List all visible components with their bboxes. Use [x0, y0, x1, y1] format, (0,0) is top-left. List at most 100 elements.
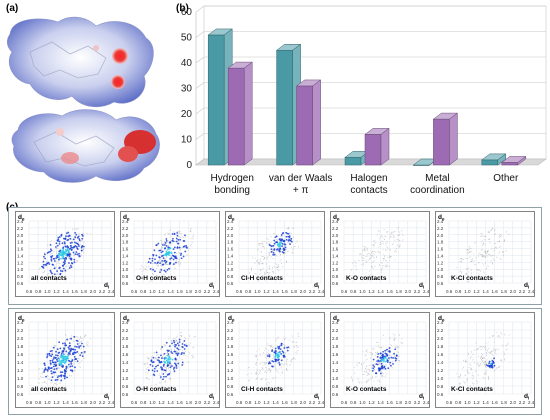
- fp-y-tick: 2.0: [17, 336, 24, 341]
- fp-y-tick: 1.0: [17, 376, 24, 381]
- fp-y-tick: 0.6: [122, 392, 129, 397]
- fp-y-tick: 0.8: [332, 384, 339, 389]
- bar-front: [296, 85, 313, 166]
- fingerprint-plot: 2.42.22.01.81.61.41.21.00.80.60.6 0.8 1.0 1…: [330, 312, 430, 408]
- fp-y-tick: 1.2: [332, 260, 339, 265]
- surface-top: [6, 16, 154, 108]
- fp-y-tick: 1.2: [122, 260, 129, 265]
- fp-contact-label: Cl-H contacts: [241, 386, 283, 393]
- fp-contact-label: Cl-H contacts: [241, 275, 283, 282]
- fp-y-tick: 1.2: [437, 260, 444, 265]
- fp-x-tick: 2.2: [99, 400, 106, 405]
- fp-y-tick: 1.8: [122, 344, 129, 349]
- fp-x-tick: 1.0: [44, 289, 51, 294]
- fp-y-tick: 0.8: [437, 274, 444, 279]
- fp-contact-label: all contacts: [31, 386, 67, 393]
- fp-y-tick: 2.4: [227, 320, 234, 325]
- fp-x-tick: 1.6: [387, 400, 394, 405]
- fp-y-tick: 2.2: [332, 328, 339, 333]
- fingerprint-frame: [330, 312, 430, 408]
- fp-x-tick: 1.6: [492, 289, 499, 294]
- fp-y-tick: 2.0: [227, 233, 234, 238]
- bar-front: [227, 67, 245, 166]
- fp-x-tick: 2.4: [423, 289, 430, 294]
- fp-x-tick: 1.0: [149, 400, 156, 405]
- fp-contact-label: K-Cl contacts: [451, 275, 493, 282]
- fp-x-tick: 1.2: [263, 289, 270, 294]
- fp-x-tick: 1.8: [396, 289, 403, 294]
- fp-x-tick: 2.2: [309, 289, 316, 294]
- fingerprint-plot: 2.42.22.01.81.61.41.21.00.80.60.6 0.8 1.0 1…: [435, 312, 535, 408]
- fp-di-label: di: [104, 393, 109, 401]
- fp-y-tick: 0.6: [17, 281, 24, 286]
- fp-x-tick: 0.8: [350, 289, 357, 294]
- fp-x-tick: 2.0: [300, 289, 307, 294]
- hirshfeld-surfaces-image: [6, 16, 160, 183]
- fp-y-tick: 2.4: [332, 219, 339, 224]
- x-category-label: Halogen contacts: [350, 173, 387, 196]
- fp-y-tick: 0.6: [437, 281, 444, 286]
- fp-di-label: di: [314, 282, 319, 290]
- fp-y-tick: 1.0: [227, 376, 234, 381]
- fp-y-tick: 0.6: [227, 392, 234, 397]
- bar: [481, 153, 507, 166]
- fp-x-tick: 1.2: [158, 400, 165, 405]
- fp-x-tick: 0.8: [35, 289, 42, 294]
- x-category-label: Hydrogen bonding: [211, 173, 254, 196]
- fp-x-tick: 0.8: [245, 289, 252, 294]
- fp-y-tick: 1.6: [17, 247, 24, 252]
- fp-y-tick: 1.4: [332, 360, 339, 365]
- fp-de-label: de: [18, 315, 25, 323]
- y-tick-label: 40: [181, 58, 193, 69]
- fp-x-tick: 2.2: [309, 400, 316, 405]
- x-category-label: Other: [493, 173, 519, 184]
- fp-x-tick: 2.2: [519, 289, 526, 294]
- fp-x-tick: 1.6: [72, 400, 79, 405]
- fp-x-tick: 2.4: [213, 289, 220, 294]
- bar: [364, 127, 390, 166]
- fp-x-tick: 1.0: [464, 289, 471, 294]
- fp-y-tick: 1.4: [437, 360, 444, 365]
- fp-x-tick: 2.2: [99, 289, 106, 294]
- fp-y-tick: 1.0: [437, 267, 444, 272]
- fp-di-label: di: [524, 393, 529, 401]
- fp-y-tick: 2.2: [122, 328, 129, 333]
- bar-front: [433, 118, 450, 166]
- fp-x-tick: 1.4: [482, 400, 489, 405]
- fp-y-tick: 1.4: [332, 253, 339, 258]
- fingerprint-density: [371, 347, 398, 375]
- fp-contact-label: K-O contacts: [346, 386, 387, 393]
- fingerprint-frame: [120, 211, 220, 297]
- fp-di-label: di: [419, 282, 424, 290]
- fp-de-label: de: [123, 214, 130, 222]
- fingerprint-frame: [120, 312, 220, 408]
- fp-y-tick: 1.0: [332, 267, 339, 272]
- fp-y-tick: 1.2: [17, 368, 24, 373]
- y-tick-label: 50: [181, 33, 193, 44]
- fingerprint-density: [147, 232, 188, 274]
- fp-y-tick: 2.2: [122, 226, 129, 231]
- fp-x-tick: 1.6: [492, 400, 499, 405]
- fp-x-tick: 1.2: [368, 289, 375, 294]
- fp-y-tick: 1.4: [17, 253, 24, 258]
- fp-x-tick: 1.4: [482, 289, 489, 294]
- fp-x-tick: 1.8: [81, 400, 88, 405]
- fp-y-tick: 2.4: [17, 320, 24, 325]
- y-tick-label: 0: [186, 160, 192, 171]
- fp-y-tick: 1.8: [17, 240, 24, 245]
- bar-side: [517, 155, 527, 166]
- fp-x-tick: 1.4: [167, 289, 174, 294]
- fp-y-tick: 1.6: [122, 247, 129, 252]
- fp-x-tick: 1.2: [53, 400, 60, 405]
- fp-y-tick: 2.4: [17, 219, 24, 224]
- y-tick-label: 30: [181, 84, 193, 95]
- fp-y-tick: 0.6: [332, 392, 339, 397]
- fp-y-tick: 1.6: [227, 247, 234, 252]
- fp-y-tick: 1.6: [122, 352, 129, 357]
- fp-x-tick: 0.8: [35, 400, 42, 405]
- fp-x-tick: 1.8: [396, 400, 403, 405]
- fp-x-tick: 2.2: [414, 289, 421, 294]
- bar-front: [481, 159, 499, 166]
- fp-y-tick: 1.8: [227, 344, 234, 349]
- fp-x-tick: 0.6: [26, 400, 33, 405]
